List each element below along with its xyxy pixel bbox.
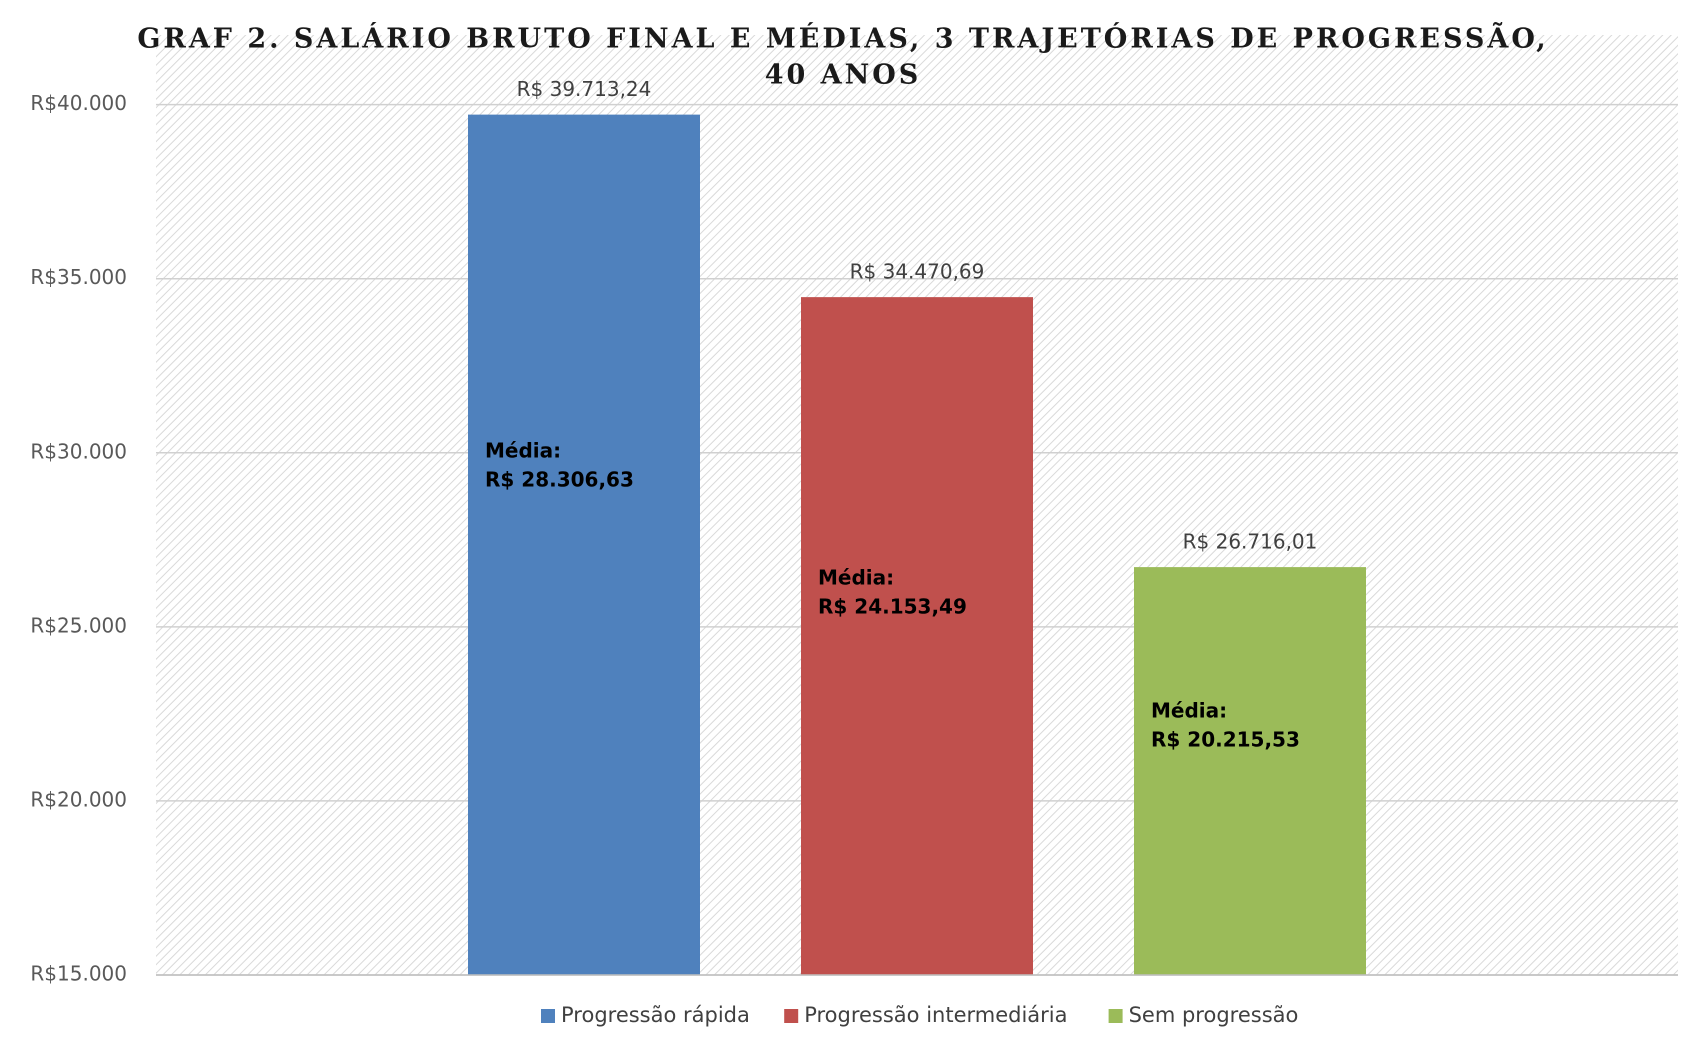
y-tick-label: R$40.000 <box>30 91 127 115</box>
legend-label: Progressão intermediária <box>804 1003 1067 1027</box>
value-label: R$ 26.716,01 <box>1183 530 1318 554</box>
annotation: Média: <box>485 439 561 463</box>
annotation: R$ 24.153,49 <box>818 595 967 619</box>
chart-title: GRAF 2. SALÁRIO BRUTO FINAL E MÉDIAS, 3 … <box>137 21 1548 55</box>
legend-swatch <box>784 1009 799 1023</box>
value-label: R$ 34.470,69 <box>850 260 985 284</box>
bar <box>1134 567 1366 975</box>
annotation: Média: <box>818 566 894 590</box>
value-label: R$ 39.713,24 <box>517 77 652 101</box>
y-tick-label: R$20.000 <box>30 787 127 811</box>
y-tick-label: R$15.000 <box>30 962 127 986</box>
legend-label: Progressão rápida <box>561 1003 750 1027</box>
legend-swatch <box>541 1009 555 1023</box>
bar <box>468 114 700 975</box>
chart-title: 40 ANOS <box>765 60 922 91</box>
legend-swatch <box>1108 1009 1123 1023</box>
y-tick-label: R$35.000 <box>30 265 127 289</box>
annotation: R$ 20.215,53 <box>1151 728 1300 752</box>
y-tick-label: R$25.000 <box>30 613 127 637</box>
bar <box>801 297 1033 975</box>
legend-label: Sem progressão <box>1129 1003 1299 1027</box>
annotation: R$ 28.306,63 <box>485 468 634 492</box>
annotation: Média: <box>1151 699 1227 723</box>
y-tick-label: R$30.000 <box>30 439 127 463</box>
